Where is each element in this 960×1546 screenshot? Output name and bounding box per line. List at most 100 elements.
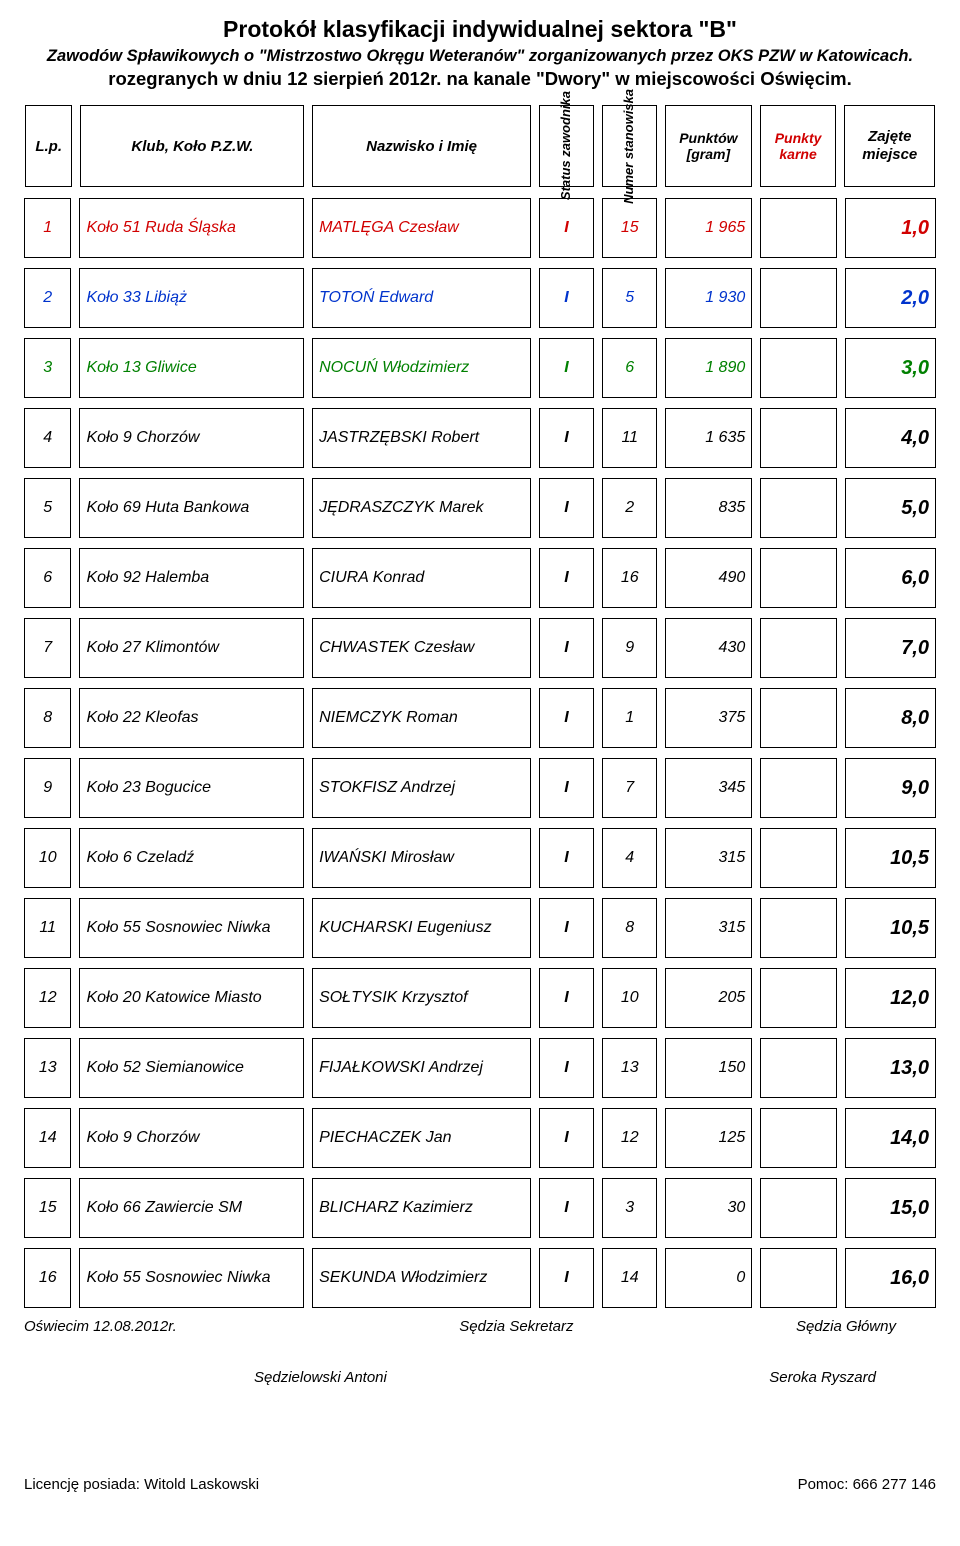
cell-status: I (539, 268, 594, 328)
cell-punktow: 150 (665, 1038, 752, 1098)
cell-klub: Koło 33 Libiąż (79, 268, 304, 328)
cell-nazwisko: JĘDRASZCZYK Marek (312, 478, 531, 538)
cell-zajete: 9,0 (845, 758, 936, 818)
cell-lp: 4 (24, 408, 71, 468)
cell-nazwisko: CHWASTEK Czesław (312, 618, 531, 678)
cell-lp: 8 (24, 688, 71, 748)
cell-punktow: 205 (665, 968, 752, 1028)
table-row: 16Koło 55 Sosnowiec NiwkaSEKUNDA Włodzim… (24, 1248, 936, 1308)
table-row: 1Koło 51 Ruda ŚląskaMATLĘGA CzesławI151 … (24, 198, 936, 258)
cell-status: I (539, 618, 594, 678)
cell-status: I (539, 548, 594, 608)
cell-karne (760, 408, 837, 468)
cell-punktow: 345 (665, 758, 752, 818)
cell-nazwisko: BLICHARZ Kazimierz (312, 1178, 531, 1238)
cell-karne (760, 1108, 837, 1168)
title-sub1: Zawodów Spławikowych o "Mistrzostwo Okrę… (24, 47, 936, 66)
cell-klub: Koło 20 Katowice Miasto (79, 968, 304, 1028)
cell-zajete: 13,0 (845, 1038, 936, 1098)
cell-klub: Koło 22 Kleofas (79, 688, 304, 748)
cell-karne (760, 1038, 837, 1098)
cell-punktow: 315 (665, 828, 752, 888)
cell-zajete: 10,5 (845, 898, 936, 958)
cell-karne (760, 758, 837, 818)
cell-status: I (539, 1178, 594, 1238)
cell-lp: 13 (24, 1038, 71, 1098)
cell-karne (760, 338, 837, 398)
cell-klub: Koło 6 Czeladź (79, 828, 304, 888)
cell-lp: 2 (24, 268, 71, 328)
title-main: Protokół klasyfikacji indywidualnej sekt… (24, 16, 936, 43)
cell-punktow: 1 890 (665, 338, 752, 398)
cell-numer: 10 (602, 968, 657, 1028)
table-row: 2Koło 33 LibiążTOTOŃ EdwardI51 9302,0 (24, 268, 936, 328)
cell-punktow: 0 (665, 1248, 752, 1308)
cell-numer: 5 (602, 268, 657, 328)
cell-status: I (539, 968, 594, 1028)
footer-line-1: Oświecim 12.08.2012r. Sędzia Sekretarz S… (24, 1318, 936, 1335)
cell-status: I (539, 198, 594, 258)
col-nazwisko: Nazwisko i Imię (312, 105, 530, 187)
cell-status: I (539, 1108, 594, 1168)
cell-status: I (539, 828, 594, 888)
cell-punktow: 1 965 (665, 198, 752, 258)
cell-karne (760, 898, 837, 958)
cell-numer: 13 (602, 1038, 657, 1098)
cell-zajete: 14,0 (845, 1108, 936, 1168)
cell-nazwisko: FIJAŁKOWSKI Andrzej (312, 1038, 531, 1098)
cell-nazwisko: SEKUNDA Włodzimierz (312, 1248, 531, 1308)
cell-klub: Koło 23 Bogucice (79, 758, 304, 818)
col-zajete: Zajęte miejsce (844, 105, 935, 187)
cell-karne (760, 198, 837, 258)
cell-karne (760, 548, 837, 608)
cell-zajete: 15,0 (845, 1178, 936, 1238)
cell-numer: 2 (602, 478, 657, 538)
table-row: 9Koło 23 BoguciceSTOKFISZ AndrzejI73459,… (24, 758, 936, 818)
cell-nazwisko: SOŁTYSIK Krzysztof (312, 968, 531, 1028)
table-row: 11Koło 55 Sosnowiec NiwkaKUCHARSKI Eugen… (24, 898, 936, 958)
table-row: 6Koło 92 HalembaCIURA KonradI164906,0 (24, 548, 936, 608)
cell-nazwisko: STOKFISZ Andrzej (312, 758, 531, 818)
cell-nazwisko: TOTOŃ Edward (312, 268, 531, 328)
footer-glowny-name: Seroka Ryszard (769, 1369, 876, 1386)
cell-klub: Koło 13 Gliwice (79, 338, 304, 398)
footer-bottom: Licencję posiada: Witold Laskowski Pomoc… (24, 1476, 936, 1493)
cell-numer: 16 (602, 548, 657, 608)
footer-sekretarz-name: Sędzielowski Antoni (254, 1369, 387, 1386)
cell-lp: 16 (24, 1248, 71, 1308)
cell-numer: 4 (602, 828, 657, 888)
cell-nazwisko: JASTRZĘBSKI Robert (312, 408, 531, 468)
cell-punktow: 430 (665, 618, 752, 678)
cell-status: I (539, 1038, 594, 1098)
cell-nazwisko: CIURA Konrad (312, 548, 531, 608)
cell-karne (760, 1178, 837, 1238)
cell-klub: Koło 52 Siemianowice (79, 1038, 304, 1098)
cell-zajete: 10,5 (845, 828, 936, 888)
footer-licencja: Licencję posiada: Witold Laskowski (24, 1476, 259, 1493)
cell-lp: 9 (24, 758, 71, 818)
title-sub2: rozegranych w dniu 12 sierpień 2012r. na… (24, 68, 936, 90)
cell-karne (760, 1248, 837, 1308)
cell-status: I (539, 1248, 594, 1308)
cell-nazwisko: MATLĘGA Czesław (312, 198, 531, 258)
cell-lp: 1 (24, 198, 71, 258)
cell-klub: Koło 55 Sosnowiec Niwka (79, 1248, 304, 1308)
cell-klub: Koło 92 Halemba (79, 548, 304, 608)
footer-date: Oświecim 12.08.2012r. (24, 1318, 177, 1335)
cell-nazwisko: PIECHACZEK Jan (312, 1108, 531, 1168)
cell-numer: 6 (602, 338, 657, 398)
table-row: 5Koło 69 Huta BankowaJĘDRASZCZYK MarekI2… (24, 478, 936, 538)
cell-klub: Koło 69 Huta Bankowa (79, 478, 304, 538)
cell-nazwisko: NOCUŃ Włodzimierz (312, 338, 531, 398)
table-row: 15Koło 66 Zawiercie SMBLICHARZ Kazimierz… (24, 1178, 936, 1238)
table-row: 8Koło 22 KleofasNIEMCZYK RomanI13758,0 (24, 688, 936, 748)
cell-numer: 9 (602, 618, 657, 678)
col-klub: Klub, Koło P.Z.W. (80, 105, 304, 187)
cell-klub: Koło 55 Sosnowiec Niwka (79, 898, 304, 958)
cell-zajete: 1,0 (845, 198, 936, 258)
cell-zajete: 7,0 (845, 618, 936, 678)
cell-zajete: 8,0 (845, 688, 936, 748)
cell-zajete: 2,0 (845, 268, 936, 328)
footer-pomoc: Pomoc: 666 277 146 (798, 1476, 936, 1493)
cell-lp: 7 (24, 618, 71, 678)
